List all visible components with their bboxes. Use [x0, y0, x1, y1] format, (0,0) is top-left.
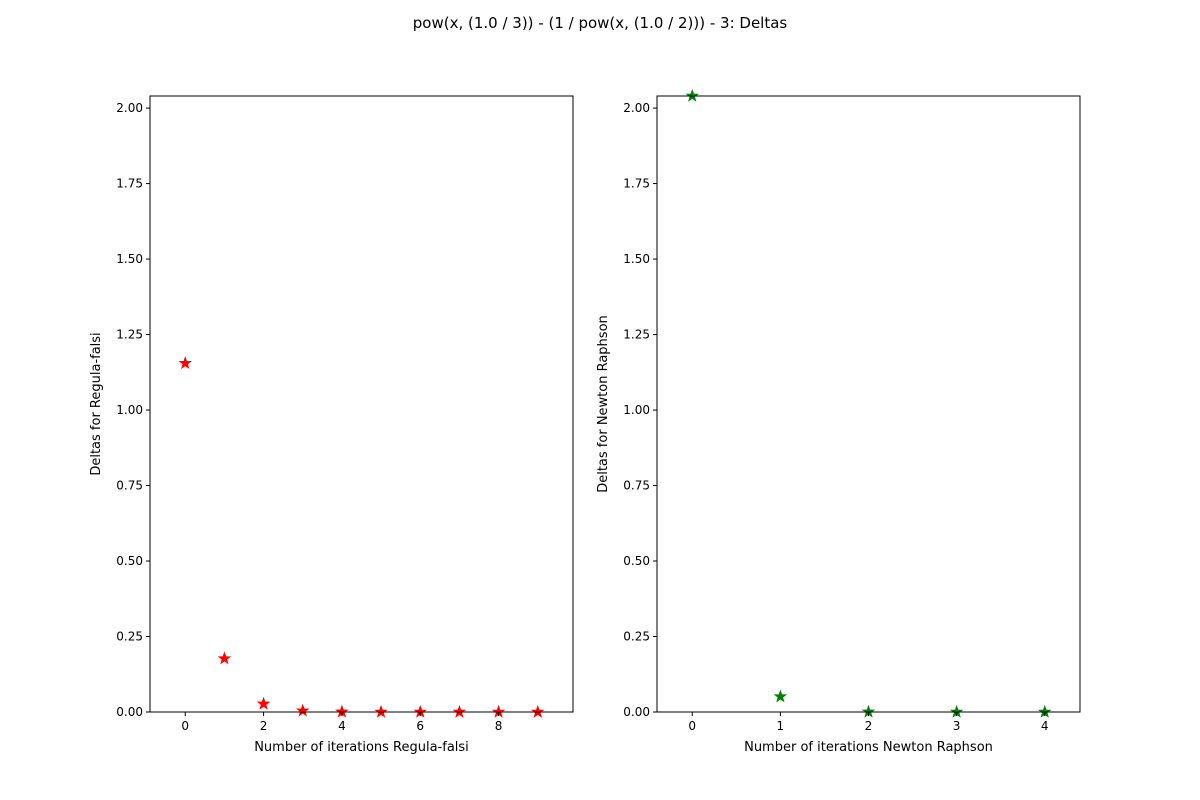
newton-y-tick-label: 1.75 [623, 177, 650, 191]
regula-y-tick-label: 0.75 [116, 479, 143, 493]
regula-data-point [295, 703, 310, 717]
regula-y-tick-label: 0.25 [116, 630, 143, 644]
regula-y-tick-label: 0.50 [116, 554, 143, 568]
newton-y-tick-label: 1.00 [623, 403, 650, 417]
regula-data-point [374, 704, 388, 718]
regula-data-point [217, 651, 232, 665]
regula-data-point [452, 704, 467, 718]
newton-x-tick-label: 1 [777, 719, 785, 733]
newton-x-tick-label: 2 [865, 719, 873, 733]
regula-x-tick-label: 0 [181, 719, 189, 733]
newton-y-tick-label: 0.25 [623, 630, 650, 644]
newton-data-point [685, 88, 700, 102]
newton-data-point [773, 689, 788, 703]
newton-x-tick-label: 4 [1041, 719, 1049, 733]
regula-axes-frame [149, 95, 574, 713]
regula-y-tick-label: 1.00 [116, 403, 143, 417]
newton-x-axis-label: Number of iterations Newton Raphson [744, 740, 993, 755]
regula-x-tick-label: 4 [338, 719, 346, 733]
newton-raphson-subplot: 0 1 2 3 4 0.00 0.25 0.50 0.75 1.00 1.25 1.50 1.75 2.0… [596, 88, 1081, 755]
newton-y-tick-label: 0.75 [623, 479, 650, 493]
newton-x-tick-label: 3 [953, 719, 961, 733]
regula-data-point [256, 696, 271, 710]
newton-y-tick-label: 0.00 [623, 705, 650, 719]
figure-title: pow(x, (1.0 / 3)) - (1 / pow(x, (1.0 / 2… [413, 14, 788, 32]
regula-data-point [530, 704, 545, 718]
regula-y-tick-label: 0.00 [116, 705, 143, 719]
newton-y-tick-label: 1.25 [623, 328, 650, 342]
regula-y-tick-label: 1.75 [116, 177, 143, 191]
newton-y-tick-label: 1.50 [623, 252, 650, 266]
regula-falsi-subplot: 0 2 4 6 8 0.00 0.25 0.50 0.75 1.00 1.25 1.50 1.75 2.0… [89, 95, 574, 755]
regula-y-axis-label: Deltas for Regula-falsi [89, 332, 104, 475]
regula-x-axis-label: Number of iterations Regula-falsi [254, 740, 469, 755]
regula-data-point [178, 356, 193, 369]
newton-y-axis-label: Deltas for Newton Raphson [596, 315, 611, 493]
regula-x-tick-label: 2 [260, 719, 268, 733]
newton-y-tick-label: 0.50 [623, 554, 650, 568]
regula-x-tick-label: 6 [416, 719, 424, 733]
newton-x-tick-label: 0 [688, 719, 696, 733]
regula-y-tick-label: 1.25 [116, 328, 143, 342]
newton-y-tick-label: 2.00 [623, 101, 650, 115]
regula-y-tick-label: 1.50 [116, 252, 143, 266]
regula-y-tick-label: 2.00 [116, 101, 143, 115]
regula-x-tick-label: 8 [495, 719, 503, 733]
